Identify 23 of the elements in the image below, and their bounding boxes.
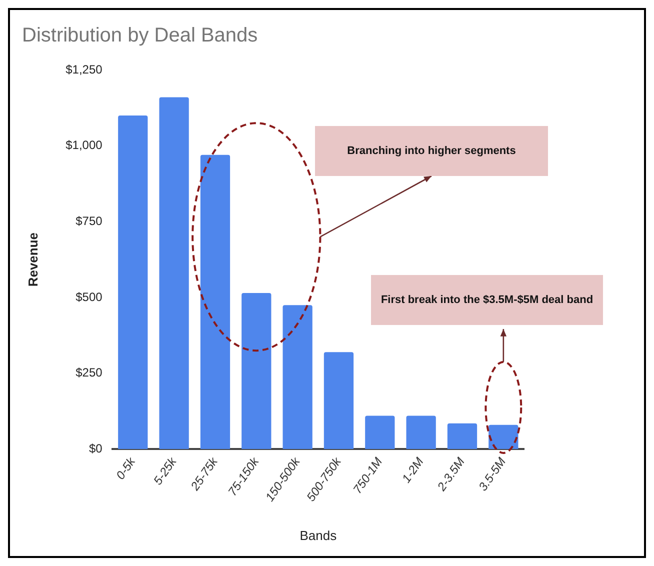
y-tick-label: $250 xyxy=(76,366,103,380)
y-tick-label: $500 xyxy=(76,290,103,304)
bar xyxy=(324,352,354,450)
callout-box: Branching into higher segments xyxy=(315,126,548,176)
y-tick-label: $750 xyxy=(76,214,103,228)
chart-title: Distribution by Deal Bands xyxy=(22,24,258,47)
bar xyxy=(406,416,436,450)
y-tick-label: $1,000 xyxy=(66,138,103,152)
bar xyxy=(447,423,478,450)
y-axis-title: Revenue xyxy=(25,232,40,287)
bar xyxy=(242,292,272,450)
x-axis-title: Bands xyxy=(300,528,338,543)
bar xyxy=(159,97,189,450)
bar xyxy=(118,116,148,450)
bar xyxy=(200,154,230,450)
callout-box: First break into the $3.5M-$5M deal band xyxy=(371,275,603,325)
bar xyxy=(365,416,395,450)
annotation: Branching into higher segments xyxy=(347,145,516,157)
annotation: First break into the $3.5M-$5M deal band xyxy=(380,294,594,306)
y-tick-label: $1,250 xyxy=(66,62,103,76)
bar xyxy=(488,424,518,450)
bar xyxy=(282,305,312,450)
y-tick-label: $0 xyxy=(88,441,103,456)
